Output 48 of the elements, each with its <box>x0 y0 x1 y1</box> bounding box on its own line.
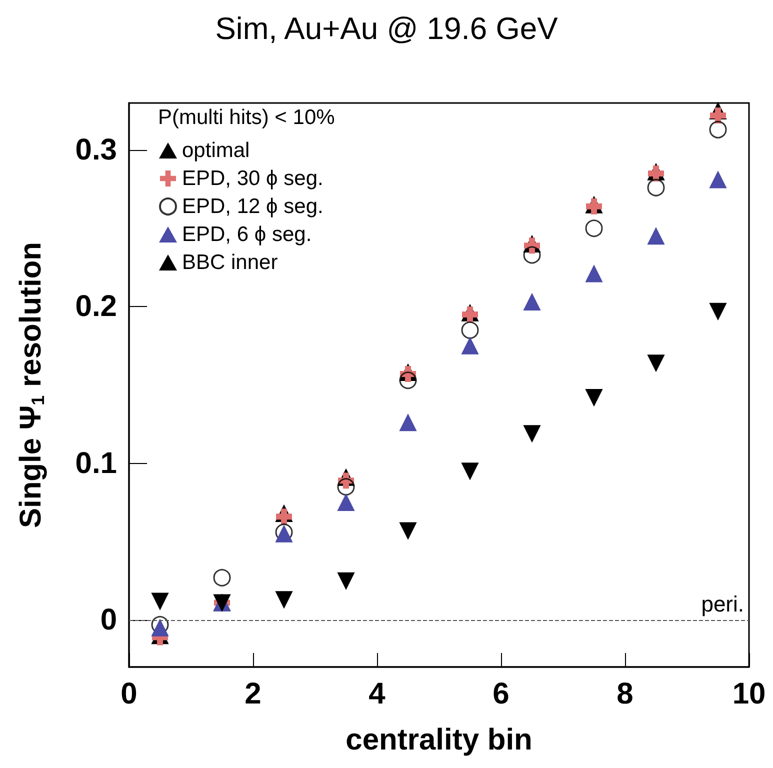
point <box>152 619 168 636</box>
point <box>338 572 354 590</box>
ref-line-label: peri. <box>701 592 744 616</box>
y-tick-label: 0.1 <box>75 446 117 480</box>
point <box>648 354 664 372</box>
legend-label: BBC inner <box>182 251 278 274</box>
point <box>276 591 292 608</box>
x-tick-label: 0 <box>120 678 138 710</box>
point <box>152 592 168 610</box>
point <box>523 246 541 264</box>
point <box>462 337 478 354</box>
legend-label: optimal <box>182 139 250 162</box>
point <box>586 265 602 282</box>
point <box>710 108 726 124</box>
x-tick-label: 10 <box>732 678 766 710</box>
point <box>524 425 540 442</box>
point <box>647 178 665 196</box>
point <box>585 220 603 238</box>
chart-title: Sim, Au+Au @ 19.6 GeV <box>215 11 558 46</box>
legend-title: P(multi hits) < 10% <box>158 106 335 129</box>
point <box>399 372 417 390</box>
point <box>648 228 664 245</box>
legend-label: EPD, 30 ϕ seg. <box>182 167 324 190</box>
point <box>461 321 479 339</box>
x-axis-title: centrality bin <box>346 724 532 756</box>
y-axis-title: Single Ψ1 resolution <box>14 242 48 528</box>
point <box>213 568 231 586</box>
point <box>337 478 355 496</box>
legend-label: EPD, 6 ϕ seg. <box>182 223 312 246</box>
point <box>338 494 354 511</box>
y-tick-label: 0 <box>100 604 117 636</box>
point <box>710 171 726 188</box>
x-tick-label: 6 <box>492 678 510 710</box>
point <box>400 522 416 540</box>
point <box>524 293 540 310</box>
point <box>400 414 416 432</box>
point <box>462 462 478 480</box>
point <box>586 389 602 406</box>
x-tick-label: 2 <box>244 678 262 710</box>
point <box>151 616 169 634</box>
y-tick-label: 0.2 <box>75 290 117 324</box>
x-tick-label: 4 <box>368 678 386 710</box>
point <box>710 302 726 320</box>
legend-label: EPD, 12 ϕ seg. <box>182 195 324 218</box>
x-tick-label: 8 <box>616 678 634 710</box>
point <box>276 508 292 525</box>
point <box>709 120 727 138</box>
y-tick-label: 0.3 <box>75 134 117 166</box>
